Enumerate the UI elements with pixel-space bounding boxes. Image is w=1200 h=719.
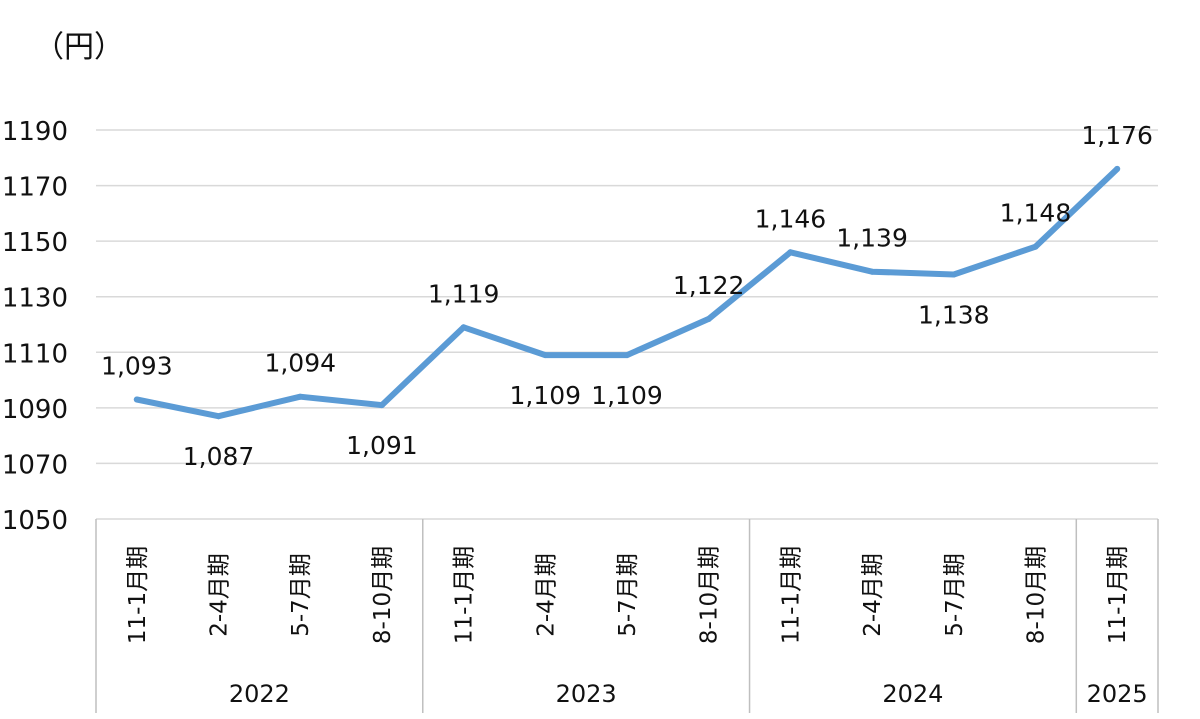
series-line (133, 165, 1121, 420)
x-group-label: 2025 (1087, 680, 1148, 708)
data-label: 1,087 (183, 442, 255, 471)
data-point (787, 249, 794, 256)
data-label: 1,109 (591, 381, 663, 410)
x-tick-label: 5-7月期 (288, 553, 314, 637)
data-label: 1,122 (673, 271, 745, 300)
data-label: 1,139 (836, 224, 908, 253)
data-point (1032, 243, 1039, 250)
data-point (460, 324, 467, 331)
data-label: 1,094 (264, 349, 336, 378)
data-label: 1,109 (510, 381, 582, 410)
x-tick-label: 8-10月期 (1023, 546, 1049, 644)
data-point (869, 268, 876, 275)
data-point (542, 352, 549, 359)
data-point (297, 393, 304, 400)
data-label: 1,119 (428, 279, 500, 308)
x-tick-label: 2-4月期 (533, 553, 559, 637)
x-tick-label: 8-10月期 (370, 546, 396, 644)
x-tick-label: 11-1月期 (1105, 546, 1131, 644)
data-point (133, 396, 140, 403)
y-tick-label: 1190 (2, 117, 68, 147)
x-tick-label: 11-1月期 (778, 546, 804, 644)
x-tick-label: 5-7月期 (615, 553, 641, 637)
data-label: 1,176 (1081, 121, 1153, 150)
data-label: 1,138 (918, 300, 990, 329)
data-point (624, 352, 630, 359)
data-label: 1,146 (755, 204, 827, 233)
data-label: 1,148 (1000, 199, 1072, 228)
y-tick-label: 1050 (2, 506, 68, 536)
x-group-label: 2023 (556, 680, 617, 708)
data-point (705, 315, 712, 322)
y-tick-label: 1150 (2, 228, 68, 258)
y-tick-label: 1170 (2, 173, 68, 203)
x-tick-label: 5-7月期 (942, 553, 968, 637)
x-tick-label: 11-1月期 (125, 546, 151, 644)
data-point (950, 271, 957, 278)
data-label: 1,093 (101, 352, 173, 381)
x-tick-label: 2-4月期 (207, 553, 233, 637)
data-point (378, 402, 385, 409)
data-label: 1,091 (346, 431, 418, 460)
y-tick-label: 1090 (2, 395, 68, 425)
x-tick-label: 2-4月期 (860, 553, 886, 637)
x-tick-label: 11-1月期 (452, 546, 478, 644)
x-group-label: 2024 (882, 680, 943, 708)
data-point (1114, 165, 1121, 172)
y-axis-unit-label: （円） (34, 30, 124, 65)
y-tick-label: 1070 (2, 450, 68, 480)
y-tick-label: 1130 (2, 284, 68, 314)
x-group-label: 2022 (229, 680, 290, 708)
y-tick-label: 1110 (2, 339, 68, 369)
x-tick-label: 8-10月期 (697, 546, 723, 644)
data-point (215, 413, 222, 420)
